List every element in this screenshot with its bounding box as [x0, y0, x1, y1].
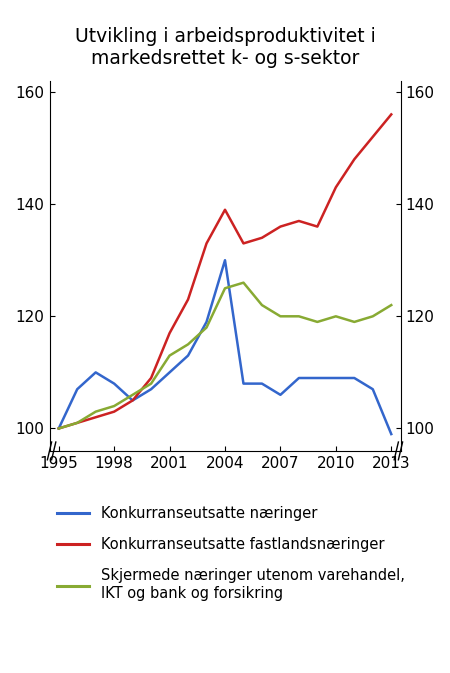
Legend: Konkurranseutsatte næringer, Konkurranseutsatte fastlandsnæringer, Skjermede nær: Konkurranseutsatte næringer, Konkurranse…: [57, 506, 405, 601]
Title: Utvikling i arbeidsproduktivitet i
markedsrettet k- og s-sektor: Utvikling i arbeidsproduktivitet i marke…: [75, 27, 375, 68]
